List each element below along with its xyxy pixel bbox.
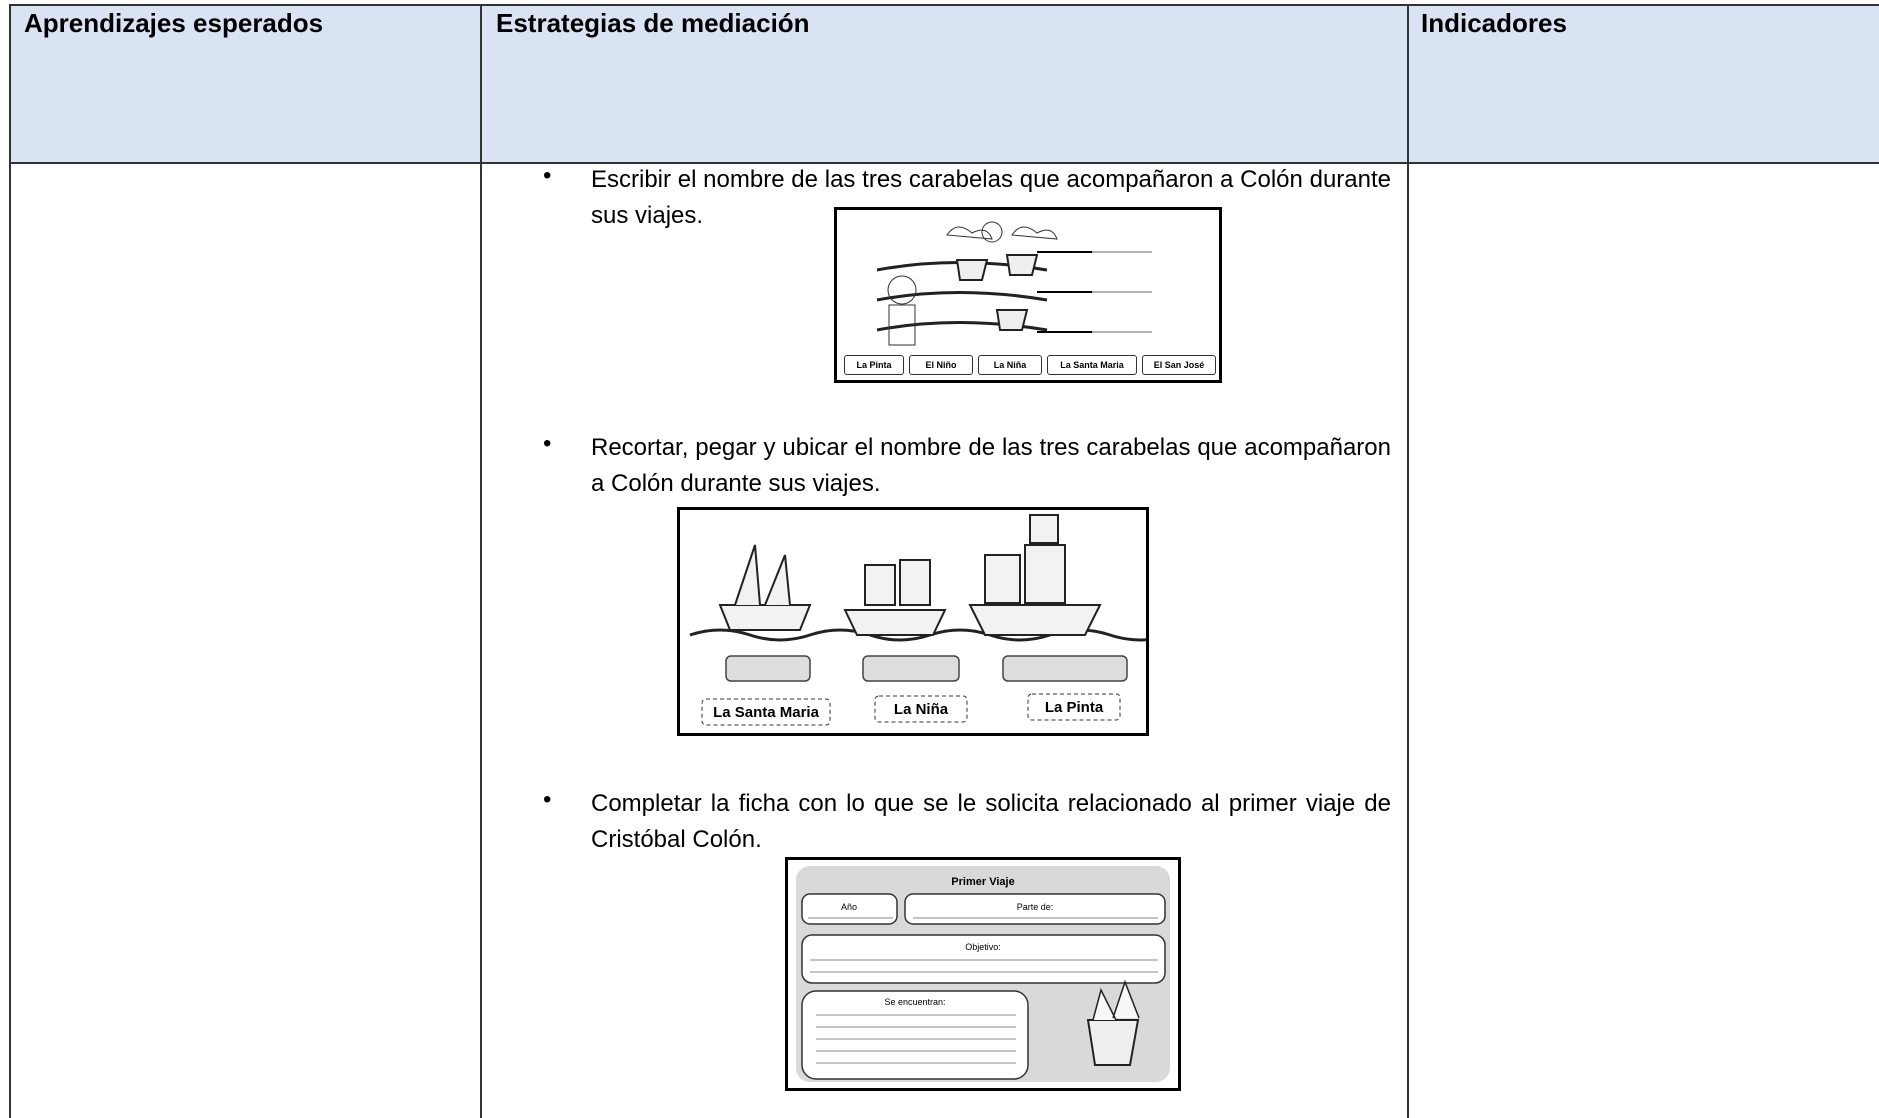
label-row: La Pinta El Niño La Niña La Santa Maria El S… <box>840 355 1220 377</box>
worksheet-image: La Santa Maria La Niña La Pinta <box>689 514 1171 726</box>
strategy-text: Recortar, pegar y ubicar el nombre de la… <box>591 434 1391 497</box>
form-field: Parte de: <box>1017 902 1054 912</box>
form-field: Año <box>841 902 857 912</box>
figure <box>834 207 1222 383</box>
header-cell: Aprendizajes esperados <box>24 8 324 38</box>
column-divider <box>480 4 482 1118</box>
header-cell: Estrategias de mediación <box>496 8 810 38</box>
form-field: Se encuentran: <box>884 997 945 1007</box>
header-cell: Indicadores <box>1421 8 1567 38</box>
form-title: Primer Viaje <box>951 876 1014 888</box>
bullet: • <box>543 786 552 813</box>
label: La Niña <box>894 701 949 718</box>
figure: La Santa Maria La Niña La Pinta <box>677 507 1171 736</box>
label: El Niño <box>909 355 973 375</box>
strategy-text: Completar la ficha con lo que se le soli… <box>591 790 1391 853</box>
label: La Pinta <box>1045 699 1104 716</box>
header-row <box>10 4 1879 164</box>
label: La Niña <box>978 355 1042 375</box>
bullet: • <box>543 162 552 189</box>
column-divider <box>1407 4 1409 1118</box>
form-field: Objetivo: <box>965 942 1001 952</box>
left-border <box>9 4 11 1118</box>
bullet: • <box>543 430 552 457</box>
label: El San José <box>1142 355 1216 375</box>
strategy-text: Escribir el nombre de las tres carabelas… <box>591 166 1391 229</box>
worksheet-image: Primer Viaje Año Parte de: Objetivo: Se … <box>796 866 1170 1082</box>
label: La Santa Maria <box>713 704 820 721</box>
label: La Santa Maria <box>1047 355 1137 375</box>
figure: Primer Viaje Año Parte de: Objetivo: Se … <box>785 857 1181 1091</box>
label: La Pinta <box>844 355 904 375</box>
worksheet-image <box>876 221 1152 346</box>
